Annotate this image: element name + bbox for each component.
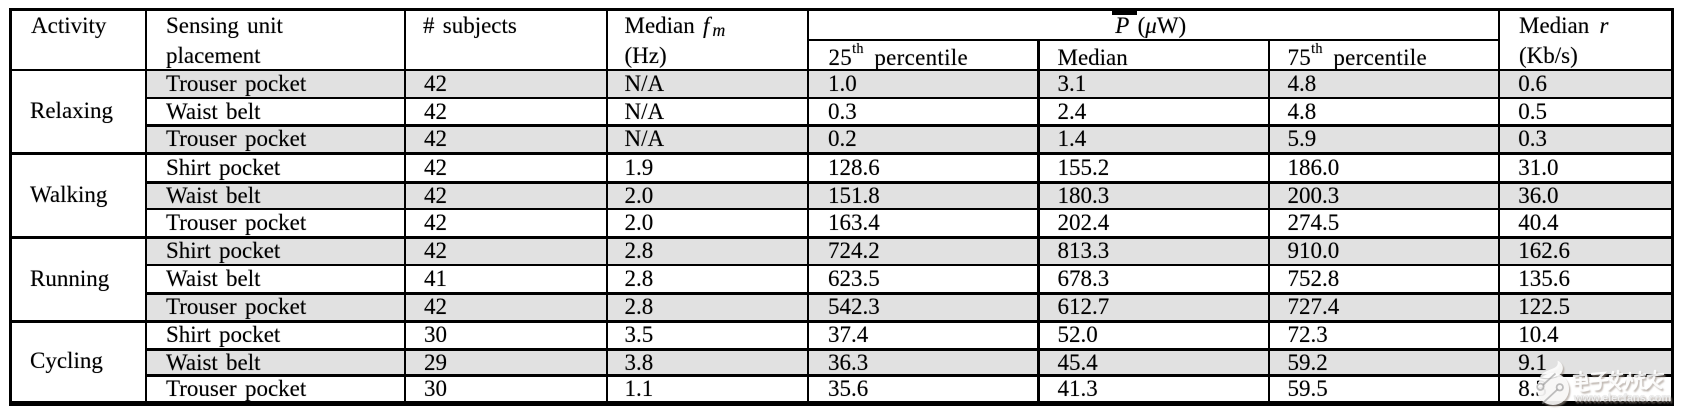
svg-text:www.elecfans.com: www.elecfans.com: [1573, 393, 1671, 405]
